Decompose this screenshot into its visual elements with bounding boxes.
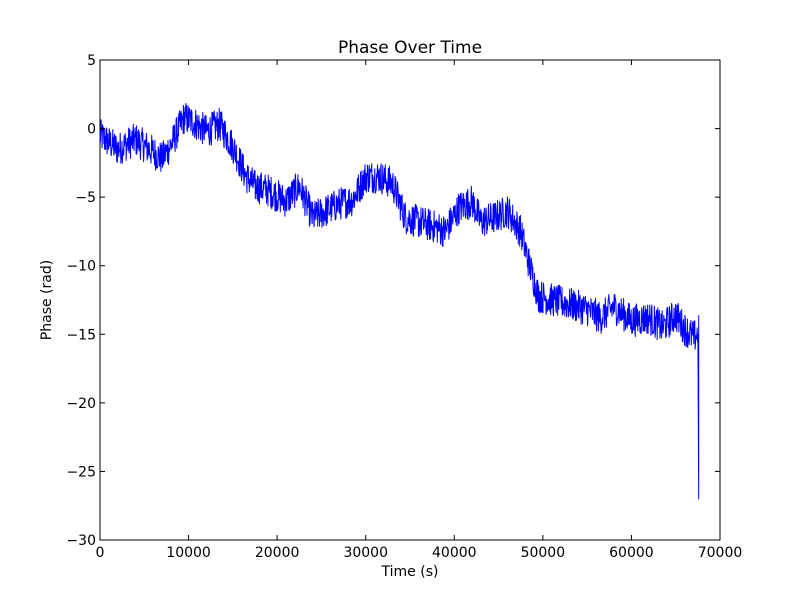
plot-area	[99, 59, 721, 541]
chart-title: Phase Over Time	[338, 38, 482, 58]
tick-layer: 0 10000 20000 30000 40000 50000 60000 70000 5 0 −5…	[66, 53, 742, 561]
y-tick-label: −15	[66, 327, 96, 343]
y-tick-label: −20	[66, 396, 96, 412]
y-tick-label: 5	[87, 53, 96, 69]
y-axis-label: Phase (rad)	[39, 260, 55, 340]
y-tick-label: 0	[87, 122, 96, 138]
x-tick-label: 60000	[609, 545, 654, 561]
x-tick-label: 0	[96, 545, 105, 561]
x-tick-label: 40000	[432, 545, 477, 561]
x-tick-label: 10000	[166, 545, 211, 561]
y-tick-label: −10	[66, 259, 96, 275]
y-tick-label: −5	[75, 190, 96, 206]
y-tick-label: −25	[66, 464, 96, 480]
series-line	[99, 102, 700, 500]
x-tick-label: 30000	[343, 545, 388, 561]
x-tick-label: 50000	[521, 545, 566, 561]
x-tick-label: 70000	[698, 545, 743, 561]
y-tick-label: −30	[66, 533, 96, 549]
x-axis-label: Time (s)	[381, 564, 439, 580]
x-tick-label: 20000	[255, 545, 300, 561]
data-layer	[99, 102, 700, 500]
